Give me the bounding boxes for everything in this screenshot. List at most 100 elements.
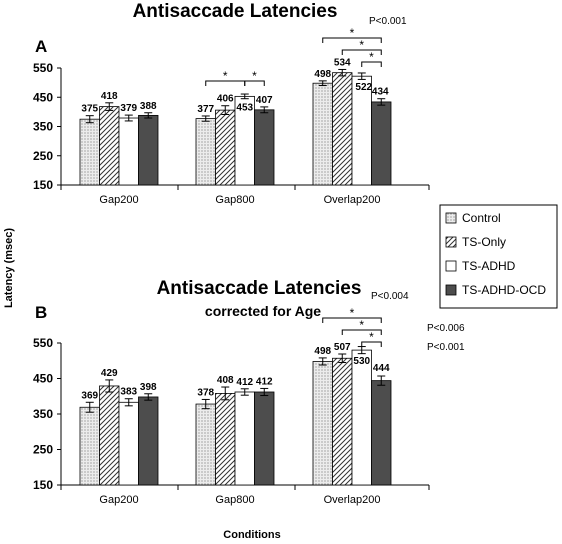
bar-ts-adhd — [118, 117, 139, 186]
data-value-label: 388 — [140, 101, 157, 112]
bar-control — [79, 406, 100, 486]
p-value-label: P<0.001 — [427, 342, 465, 353]
legend-swatch-ts-adhd — [445, 260, 457, 272]
significance-bracket — [341, 329, 382, 335]
bar-ts-adhd-ocd — [371, 380, 392, 486]
data-value-label: 406 — [217, 94, 234, 105]
panel-b-title: Antisaccade Latencies — [157, 278, 362, 299]
y-tick-label: 250 — [33, 443, 53, 457]
x-category-label: Gap200 — [99, 494, 138, 506]
y-tick-label: 450 — [33, 372, 53, 386]
x-category-label: Overlap200 — [324, 494, 381, 506]
y-tick-label: 150 — [33, 178, 53, 192]
x-category-label: Gap800 — [215, 194, 254, 206]
legend-box — [439, 204, 558, 309]
data-value-label: 498 — [314, 346, 331, 357]
bar-ts-adhd-ocd — [138, 396, 159, 486]
significance-star: * — [350, 306, 355, 320]
bar-ts-adhd-ocd — [254, 391, 275, 486]
legend: Control TS-Only TS-ADHD TS-ADHD-OCD — [439, 204, 558, 309]
y-tick-label: 450 — [33, 90, 53, 104]
y-tick-label: 550 — [33, 336, 53, 350]
bar-control — [79, 118, 100, 186]
legend-label-ts-only: TS-Only — [462, 235, 506, 249]
significance-star: * — [369, 50, 374, 64]
bar-ts-only — [99, 106, 120, 186]
p-value-label: P<0.001 — [369, 16, 407, 27]
y-tick-label: 250 — [33, 149, 53, 163]
y-tick-label: 550 — [33, 61, 53, 75]
bar-ts-adhd-ocd — [254, 109, 275, 186]
bar-ts-only — [332, 357, 353, 486]
bar-control — [312, 82, 333, 186]
data-value-label: 418 — [101, 91, 118, 102]
legend-label-ts-adhd: TS-ADHD — [462, 259, 516, 273]
data-value-label: 434 — [372, 87, 389, 98]
bar-ts-only — [99, 385, 120, 486]
legend-swatch-control — [445, 212, 457, 224]
data-value-label: 398 — [140, 382, 157, 393]
bar-control — [195, 403, 216, 486]
data-value-label: 379 — [120, 103, 137, 114]
data-value-label: 444 — [373, 363, 390, 374]
bar-ts-adhd-ocd — [371, 101, 392, 186]
significance-star: * — [252, 69, 257, 83]
bar-ts-only — [332, 72, 353, 186]
data-value-label: 378 — [197, 387, 214, 398]
data-value-label: 407 — [256, 95, 273, 106]
data-value-label: 507 — [334, 342, 351, 353]
panel-a-label: A — [35, 37, 47, 56]
data-value-label: 530 — [353, 356, 370, 367]
data-value-label: 375 — [81, 104, 98, 115]
bar-ts-adhd — [351, 349, 372, 486]
p-value-label: P<0.006 — [427, 323, 465, 334]
y-tick-label: 350 — [33, 407, 53, 421]
significance-star: * — [350, 26, 355, 40]
y-tick-label: 350 — [33, 120, 53, 134]
p-value-label: P<0.004 — [371, 291, 409, 302]
significance-bracket — [361, 61, 382, 67]
legend-swatch-ts-adhd-ocd — [445, 284, 457, 296]
significance-bracket — [341, 49, 382, 55]
y-tick-label: 150 — [33, 478, 53, 492]
significance-bracket — [361, 341, 382, 347]
data-value-label: 408 — [217, 375, 234, 386]
significance-bracket — [244, 80, 265, 86]
significance-bracket — [322, 317, 382, 323]
y-axis-label: Latency (msec) — [3, 228, 15, 308]
data-value-label: 412 — [256, 376, 273, 387]
bar-ts-adhd — [234, 391, 255, 486]
data-value-label: 383 — [120, 387, 137, 398]
significance-star: * — [223, 69, 228, 83]
significance-star: * — [369, 330, 374, 344]
data-value-label: 369 — [81, 390, 98, 401]
data-value-label: 412 — [236, 377, 253, 388]
data-value-label: 453 — [236, 102, 253, 113]
bar-control — [312, 361, 333, 486]
bar-ts-adhd — [118, 401, 139, 486]
significance-star: * — [359, 38, 364, 52]
data-value-label: 429 — [101, 368, 118, 379]
panel-b-subtitle: corrected for Age — [205, 303, 321, 319]
bar-ts-adhd-ocd — [138, 114, 159, 186]
data-value-label: 498 — [314, 69, 331, 80]
significance-star: * — [359, 318, 364, 332]
data-value-label: 534 — [334, 57, 351, 68]
data-value-label: 522 — [355, 82, 372, 93]
panel-b-label: B — [35, 303, 47, 322]
legend-label-control: Control — [462, 211, 501, 225]
x-category-label: Gap800 — [215, 494, 254, 506]
x-category-label: Gap200 — [99, 194, 138, 206]
bar-ts-only — [215, 393, 236, 486]
bar-ts-only — [215, 109, 236, 186]
data-value-label: 377 — [197, 104, 214, 115]
panel-a-title: Antisaccade Latencies — [133, 1, 338, 22]
x-axis-label: Conditions — [223, 529, 280, 541]
x-category-label: Overlap200 — [324, 194, 381, 206]
legend-swatch-ts-only — [445, 236, 457, 248]
bar-control — [195, 118, 216, 186]
significance-bracket — [322, 37, 382, 43]
